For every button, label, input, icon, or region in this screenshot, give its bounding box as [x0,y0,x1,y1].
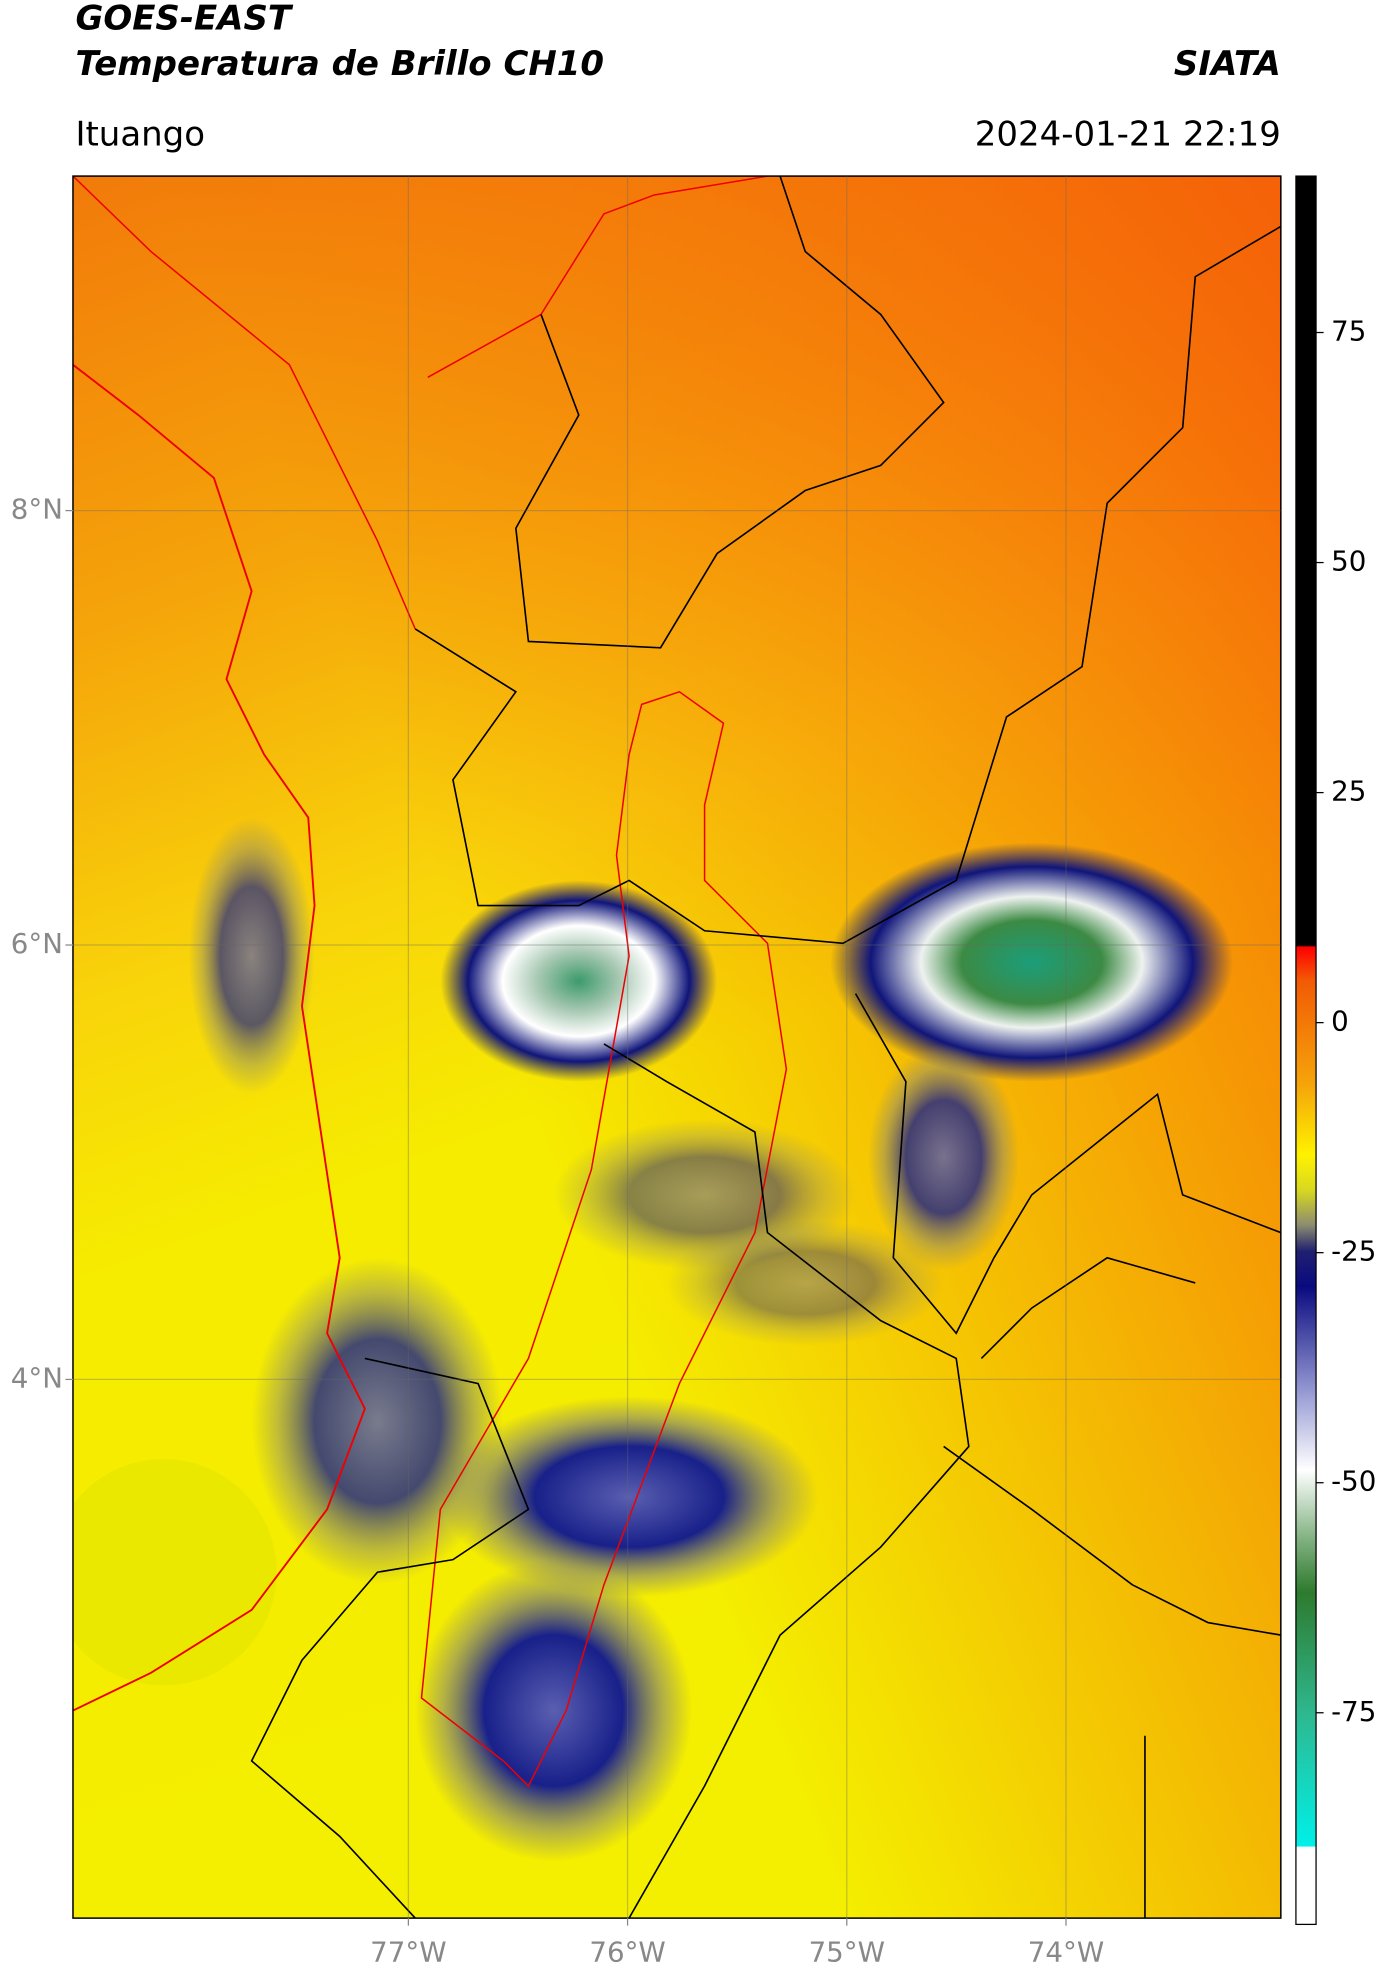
x-tick-label: 75°W [809,1935,885,1968]
colorbar-tick-label: -25 [1331,1235,1376,1268]
org: SIATA [1174,44,1281,84]
colorbar-tick-label: 75 [1331,315,1366,348]
colorbar-tick-label: 25 [1331,775,1366,808]
title: Temperatura de Brillo CH10 [75,44,604,84]
datetime: 2024-01-21 22:19 [975,114,1281,154]
y-tick-label: 6°N [11,927,63,960]
map-frame [72,175,1282,1919]
y-tick-label: 4°N [11,1361,63,1394]
x-tick-label: 76°W [589,1935,665,1968]
map-image [72,176,1281,1919]
colorbar [1295,175,1317,1926]
location: Ituango [75,114,205,154]
x-tick-label: 77°W [370,1935,446,1968]
colorbar-tick-label: 0 [1331,1005,1349,1038]
colorbar-tick-label: 50 [1331,545,1366,578]
y-tick-label: 8°N [11,493,63,526]
colorbar-tick-label: -50 [1331,1465,1376,1498]
title: GOES-EAST [75,0,293,39]
colorbar-tick-label: -75 [1331,1695,1376,1728]
x-tick-label: 74°W [1028,1935,1104,1968]
